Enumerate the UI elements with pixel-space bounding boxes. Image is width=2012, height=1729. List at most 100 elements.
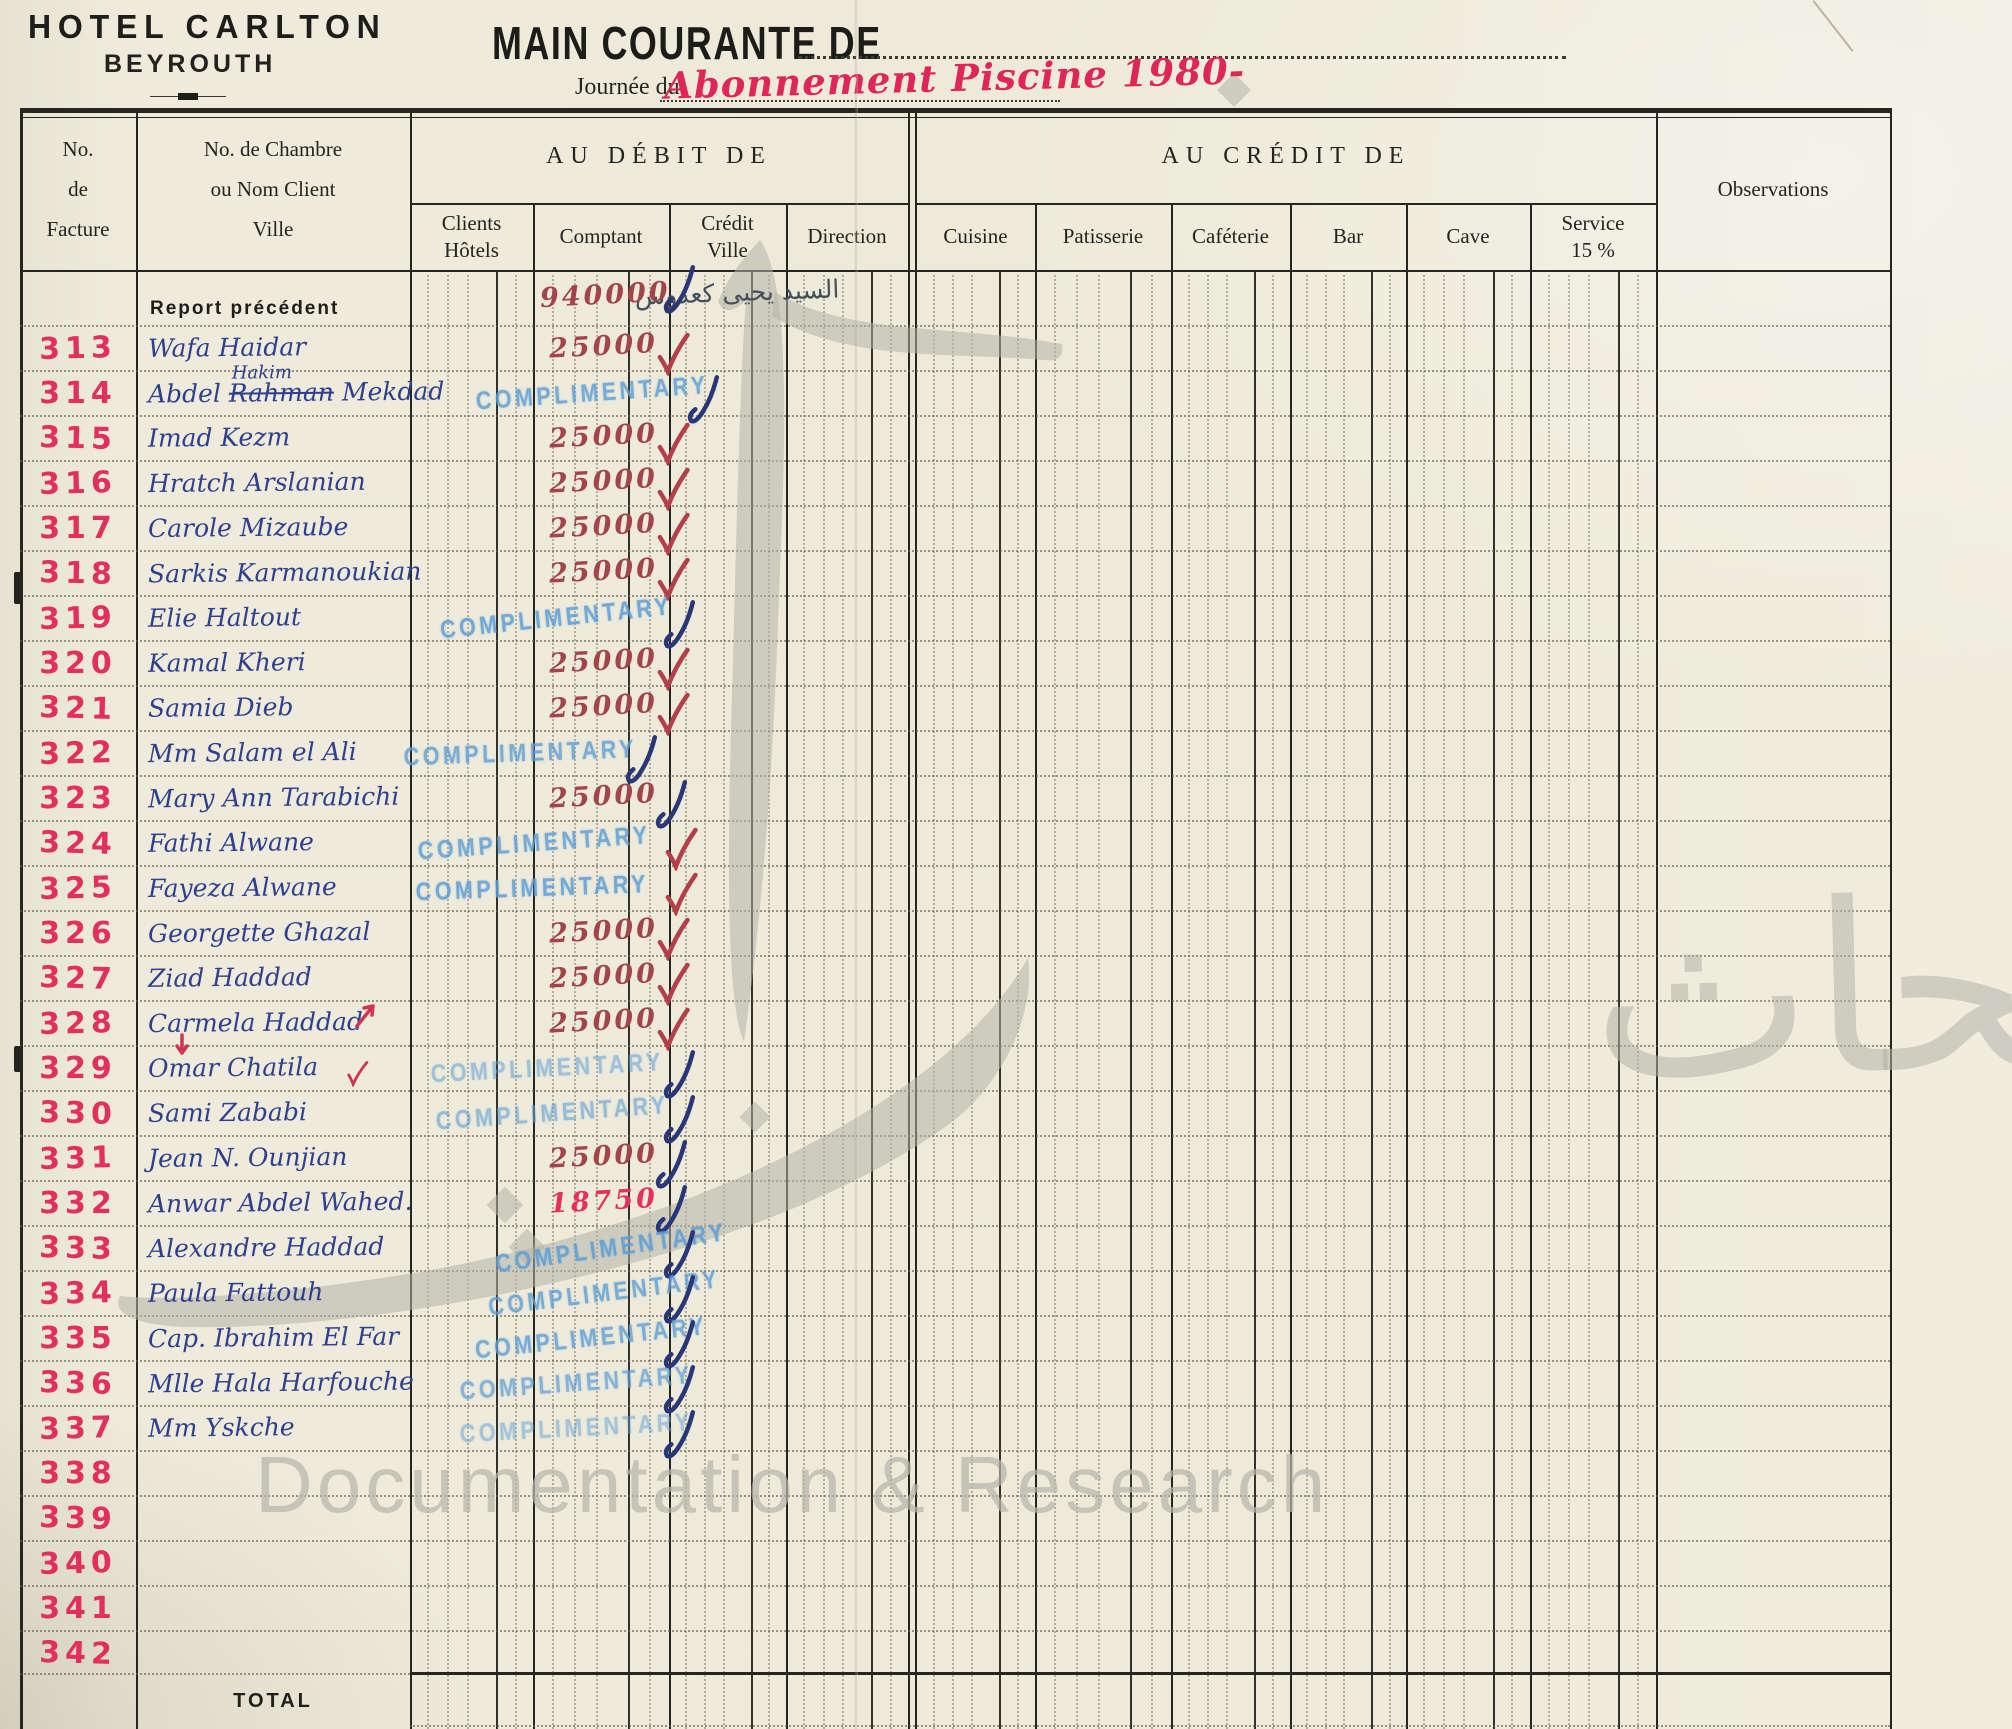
client-name: Georgette Ghazal: [147, 916, 371, 949]
money-subline-dotted: [1443, 270, 1445, 1729]
amount-comptant: 25000: [548, 417, 659, 455]
client-name: Mm Yskche: [147, 1412, 295, 1443]
client-name: Kamal Kheri: [147, 647, 306, 678]
facture-number: 335: [39, 1321, 117, 1356]
table-vline: [1890, 108, 1892, 1729]
red-check-mark: [654, 644, 691, 697]
col-header-cave: Cave: [1446, 224, 1490, 248]
money-subline-dotted: [1226, 270, 1228, 1729]
money-subline-dotted: [1151, 270, 1153, 1729]
row-separator: [20, 820, 1890, 822]
total-line-left: [20, 1673, 410, 1675]
facture-number: 323: [39, 781, 117, 816]
total-label: TOTAL: [233, 1690, 313, 1712]
amount-comptant: 25000: [548, 687, 659, 725]
hotel-city: BEYROUTH: [104, 50, 277, 78]
red-check-mark: [654, 914, 691, 967]
hotel-name: HOTEL CARLTON: [28, 8, 387, 45]
row-separator: [20, 640, 1890, 642]
money-subline-dotted: [1637, 270, 1639, 1729]
table-vline: [20, 108, 23, 1729]
red-check-mark: [654, 419, 691, 472]
complimentary-stamp: COMPLIMENTARY: [416, 821, 652, 866]
client-name: Fathi Alwane: [147, 827, 315, 858]
col-header-clients_hotels: Clients Hôtels: [441, 210, 502, 262]
client-name: Fayeza Alwane: [147, 872, 337, 903]
facture-number: 318: [38, 555, 118, 592]
facture-number: 329: [39, 1051, 117, 1086]
facture-number: 326: [39, 916, 117, 951]
red-check-mark: [654, 329, 691, 382]
row-separator: [20, 1450, 1890, 1452]
money-subline-dotted: [1511, 270, 1513, 1729]
facture-number: 319: [38, 600, 118, 637]
red-check-mark: [654, 689, 691, 742]
facture-number: 340: [38, 1545, 118, 1582]
table-vline: [1530, 203, 1532, 1729]
money-subline-solid: [1618, 270, 1620, 1729]
table-vline: [908, 108, 910, 1729]
navy-check-mark: [661, 596, 697, 662]
amount-comptant: 25000: [548, 777, 659, 815]
client-name: Jean N. Ounjian: [147, 1141, 348, 1174]
amount-comptant: 25000: [548, 642, 659, 680]
facture-number: 320: [39, 646, 117, 681]
report-precedent-label: Report précédent: [150, 298, 340, 319]
col-header-bar: Bar: [1332, 224, 1364, 248]
header-bottom-line: [20, 270, 1890, 272]
amount-comptant: 25000: [548, 912, 659, 950]
col-header-direction: Direction: [807, 224, 887, 248]
table-top-border-inner: [20, 117, 1890, 118]
col-header-client: No. de Chambre ou Nom Client Ville: [203, 137, 343, 241]
amount-comptant: 25000: [548, 552, 659, 590]
money-subline-dotted: [1389, 270, 1391, 1729]
facture-number: 322: [38, 735, 118, 772]
col-header-cuisine: Cuisine: [943, 224, 1008, 248]
client-name: Carole Mizaube: [147, 511, 349, 544]
money-subline-dotted: [1076, 270, 1078, 1729]
money-subline-dotted: [1423, 270, 1425, 1729]
row-separator: [20, 910, 1890, 912]
client-name: Hratch Arslanian: [147, 466, 366, 499]
red-check-mark: [654, 554, 691, 607]
red-check-mark: [654, 509, 691, 562]
journee-dotted-line: [660, 100, 1060, 102]
client-name: Mm Salam el Ali: [147, 736, 357, 769]
letterhead-divider: [150, 93, 226, 100]
debit-group-header: AU DÉBIT DE: [546, 143, 772, 169]
navy-check-mark: [661, 261, 697, 327]
table-vline: [1171, 203, 1173, 1729]
red-check-mark: [662, 824, 699, 877]
complimentary-stamp: COMPLIMENTARY: [438, 592, 674, 645]
facture-number: 341: [39, 1591, 117, 1626]
amount-comptant: 25000: [548, 1002, 659, 1040]
facture-number: 327: [38, 960, 118, 997]
row-separator: [20, 505, 1890, 507]
client-name: Abdel Rahman Mekdad Hakim: [147, 362, 445, 409]
navy-check-mark: [661, 1361, 697, 1427]
row-separator: [20, 415, 1890, 417]
money-subline-dotted: [1098, 270, 1100, 1729]
client-name: Mlle Hala Harfouche: [147, 1366, 415, 1399]
navy-check-mark: [623, 731, 659, 797]
row-separator: [20, 1495, 1890, 1497]
money-subline-dotted: [1272, 270, 1274, 1729]
complimentary-stamp: COMPLIMENTARY: [474, 371, 710, 416]
money-subline-solid: [1254, 270, 1256, 1729]
total-bottom-dotted: [410, 1725, 1890, 1727]
row-separator: [20, 1360, 1890, 1362]
credit-group-underline: [916, 203, 1656, 205]
client-name: Cap. Ibrahim El Far: [147, 1321, 400, 1354]
client-name: Sarkis Karmanoukian: [147, 556, 422, 589]
col-header-cafeterie: Caféterie: [1192, 224, 1269, 248]
red-check-after-name: [344, 1057, 369, 1091]
red-check-mark: [662, 869, 699, 922]
table-vline: [136, 108, 138, 1729]
facture-number: 339: [38, 1500, 118, 1537]
report-amount: 940000: [539, 276, 672, 315]
amount-comptant: 25000: [548, 957, 659, 995]
col-header-service: Service 15 %: [1561, 210, 1625, 262]
complimentary-stamp: COMPLIMENTARY: [403, 735, 638, 772]
complimentary-stamp: COMPLIMENTARY: [459, 1408, 694, 1449]
